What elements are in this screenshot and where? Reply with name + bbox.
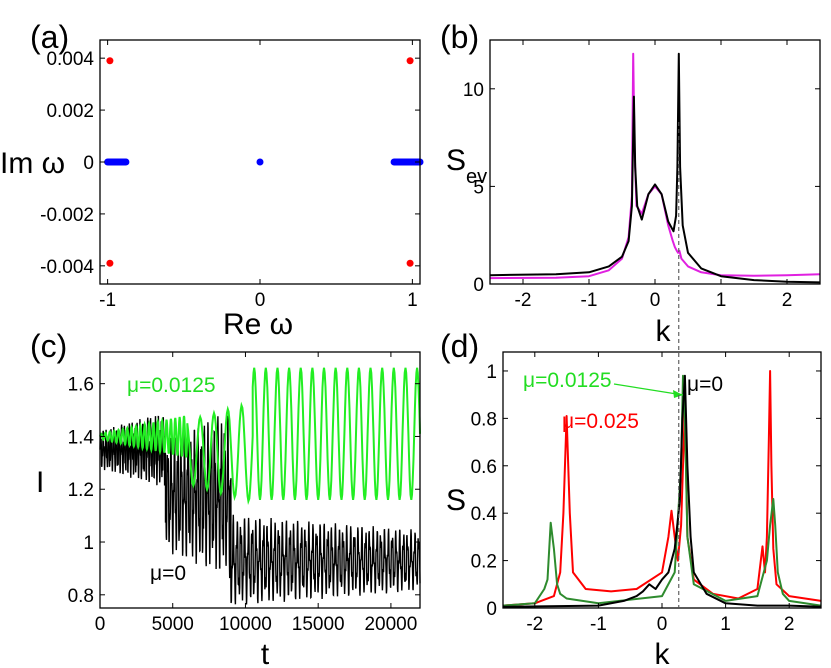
axis-b-ytick-label: 0 — [473, 275, 484, 296]
series-line-c-μ=0.0125 — [99, 367, 421, 505]
xlabel-c: t — [261, 638, 270, 668]
eigenvalue-point-unstable — [406, 259, 414, 267]
axis-a-ytick-label: 0 — [83, 153, 94, 174]
axis-b-ytick-label: 5 — [473, 177, 484, 198]
series-line-c-μ=0 — [99, 415, 421, 605]
panel-b: (b) -2 -1 0 1 2 0 5 10 k S ev — [440, 19, 821, 348]
annotation-c-mu0: μ=0 — [150, 562, 186, 585]
axis-d-ytick-label: 0.6 — [471, 457, 497, 478]
axis-a-ytick-label: -0.004 — [40, 257, 94, 278]
panel-label-b: (b) — [440, 19, 479, 55]
axis-c-ytick-label: 1.2 — [68, 480, 94, 501]
axis-d-ytick-label: 0.2 — [471, 552, 497, 573]
annotation-d-arrowhead — [673, 390, 683, 398]
ylabel-b: S — [446, 144, 466, 177]
axis-c-ytick-label: 0.8 — [68, 586, 94, 607]
axis-d-xtick-label: -1 — [590, 614, 607, 635]
axis-c-xtick-label: 5000 — [152, 614, 194, 635]
xlabel-d: k — [655, 638, 671, 668]
plot-frame-c — [99, 351, 421, 609]
axis-c-ytick-label: 1.6 — [68, 375, 94, 396]
annotation-d-arrow — [613, 383, 684, 396]
axis-c-ytick-label: 1 — [83, 533, 94, 554]
annotation-c-mu0125: μ=0.0125 — [127, 374, 216, 397]
eigenvalue-point-stable — [256, 158, 264, 166]
annotation-d-mu0125: μ=0.0125 — [523, 369, 612, 392]
eigenvalue-point-unstable — [106, 57, 114, 65]
panel-d: (d) -2 -1 0 1 2 0 0.2 0.4 0.6 0.8 1 k S μ=0.0125 μ… — [440, 328, 822, 668]
panel-label-d: (d) — [440, 328, 479, 364]
axis-b-xtick-label: 1 — [716, 290, 727, 311]
axis-c-xtick-label: 0 — [95, 614, 106, 635]
axis-d-ytick-label: 0.8 — [471, 409, 497, 430]
annotation-d-mu025: μ=0.025 — [562, 410, 639, 433]
axis-d-xtick-label: -2 — [526, 614, 543, 635]
axis-c-ytick-label: 1.4 — [68, 427, 95, 448]
eigenvalue-point-unstable — [406, 57, 414, 65]
axis-d-xtick-label: 2 — [784, 614, 795, 635]
ylabel-c: I — [36, 466, 44, 499]
axis-b-ytick-label: 10 — [463, 80, 484, 101]
axis-c-xtick-label: 15000 — [292, 614, 345, 635]
series-line-d-μ=0.0125 — [502, 374, 822, 607]
axis-c-xtick-label: 10000 — [219, 614, 272, 635]
axis-a-ytick-label: 0.002 — [46, 101, 94, 122]
axis-b-xtick-label: -2 — [515, 290, 532, 311]
axis-a-ytick-label: 0.004 — [46, 49, 94, 70]
ylabel-d: S — [446, 484, 466, 517]
eigenvalue-point-unstable — [106, 259, 114, 267]
ylabel-b-sub: ev — [466, 166, 487, 188]
axis-b-xtick-label: 2 — [782, 290, 793, 311]
axis-d-xtick-label: 0 — [657, 614, 668, 635]
axis-b-xtick-label: 0 — [650, 290, 661, 311]
axis-d-xtick-label: 1 — [720, 614, 731, 635]
series-line-d-μ=0.025 — [502, 370, 822, 607]
axis-b-xtick-label: -1 — [581, 290, 598, 311]
xlabel-a: Re ω — [223, 308, 293, 341]
axis-a-ytick-label: -0.002 — [40, 205, 94, 226]
annotation-d-mu0: μ=0 — [687, 373, 723, 396]
axis-a-xtick-label: -1 — [99, 290, 116, 311]
panel-label-c: (c) — [30, 328, 67, 364]
panel-label-a: (a) — [30, 19, 69, 55]
axis-d-ytick-label: 0 — [486, 599, 497, 620]
panel-a: (a) -1 0 1 0.004 0.002 0 -0.002 -0.004 Re ω Im … — [0, 19, 424, 341]
series-line-b-black — [489, 52, 821, 284]
axis-a-xtick-label: 0 — [255, 290, 266, 311]
ylabel-a: Im ω — [0, 147, 65, 180]
axis-a-xtick-label: 1 — [407, 290, 418, 311]
axis-d-ytick-label: 1 — [486, 362, 497, 383]
axis-c-xtick-label: 20000 — [364, 614, 417, 635]
series-line-d-μ=0 — [502, 374, 822, 608]
xlabel-b: k — [656, 315, 672, 348]
axis-d-ytick-label: 0.4 — [471, 504, 498, 525]
